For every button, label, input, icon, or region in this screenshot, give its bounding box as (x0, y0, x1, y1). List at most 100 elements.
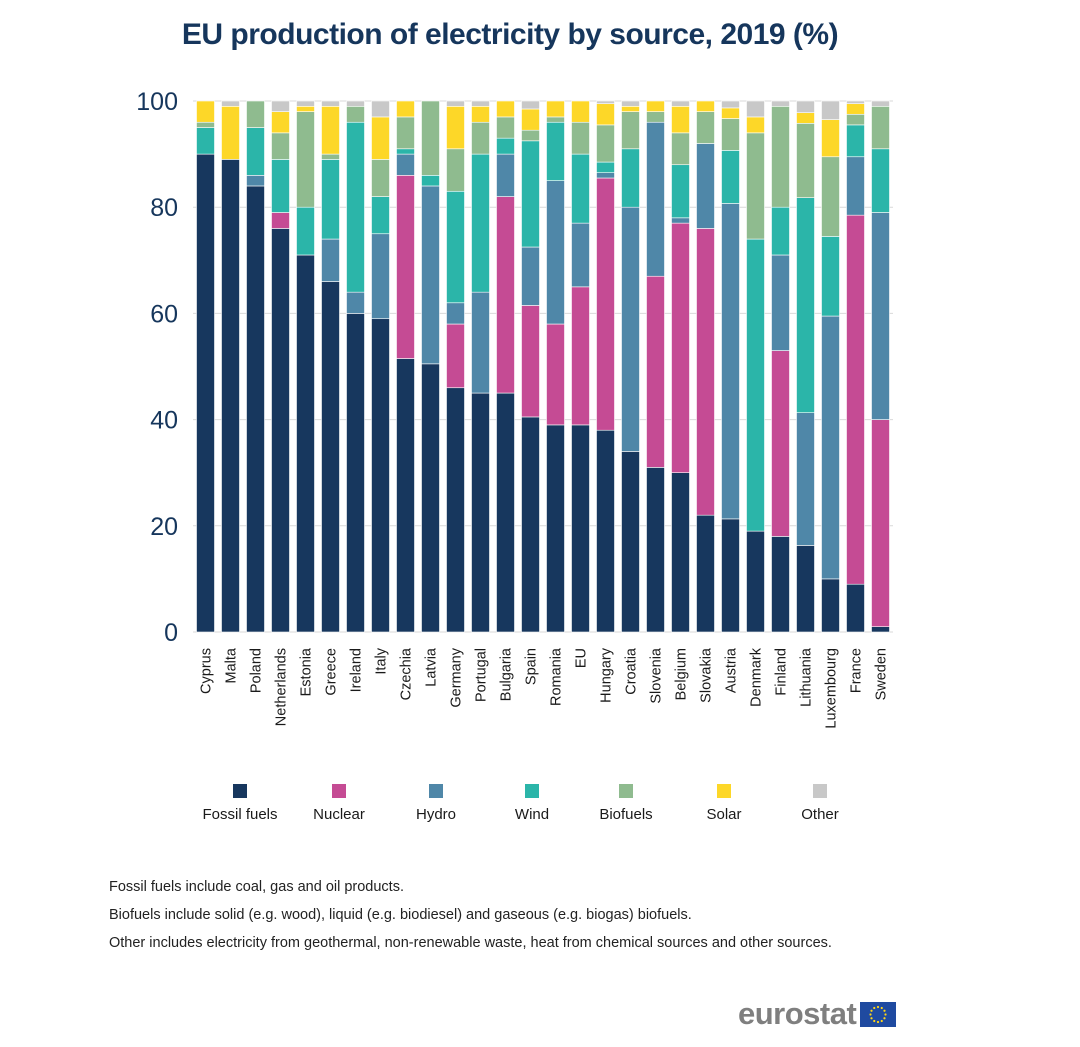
legend-label: Hydro (416, 806, 456, 823)
bar-segment (671, 164, 690, 219)
bar-segment (371, 233, 390, 320)
bar-segment (821, 315, 840, 580)
bar-segment (346, 106, 365, 123)
bar-segment (546, 116, 565, 123)
bar-segment (296, 100, 315, 107)
x-tick-label: Poland (249, 648, 265, 693)
bar-segment (196, 153, 215, 633)
bar-segment (771, 536, 790, 633)
bar-segment (796, 123, 815, 198)
bar-segment (621, 451, 640, 633)
legend-swatch (429, 784, 443, 798)
bar-segment (521, 140, 540, 248)
x-tick-label: Italy (374, 647, 390, 674)
bar-segment (271, 228, 290, 633)
bar-segment (821, 578, 840, 633)
bar-segment (646, 121, 665, 277)
bar-segment (246, 127, 265, 176)
bar-segment (721, 203, 740, 520)
bar-segment (846, 156, 865, 216)
bar-segment (871, 100, 890, 107)
bar-segment (496, 196, 515, 394)
flag-star (873, 1006, 876, 1009)
legend: Fossil fuels Nuclear Hydro Wind Biofuels Sola… (202, 784, 839, 823)
bar-segment (496, 153, 515, 197)
flag-star (869, 1012, 872, 1016)
bar-segment (596, 177, 615, 431)
bar-segment (421, 363, 440, 633)
bar-segment (846, 103, 865, 115)
y-tick-label: 80 (150, 194, 178, 222)
x-tick-label: Portugal (474, 648, 490, 702)
bar-segment (596, 429, 615, 633)
bar-segment (846, 124, 865, 158)
bar-segment (371, 318, 390, 633)
bar-segment (846, 113, 865, 126)
flag-star (870, 1016, 873, 1019)
flag-star (870, 1009, 873, 1012)
bar-segment (721, 150, 740, 204)
bar-segment (321, 106, 340, 155)
bar-segment (221, 100, 240, 107)
bar-segment (671, 100, 690, 107)
bar-segment (596, 172, 615, 179)
bar-segment (696, 228, 715, 516)
footnote-biofuels: Biofuels include solid (e.g. wood), liqu… (109, 907, 692, 923)
bar-segment (496, 100, 515, 118)
bar-segment (771, 254, 790, 351)
footnote-other: Other includes electricity from geotherm… (109, 935, 832, 951)
bar-segment (346, 291, 365, 314)
x-tick-label: Greece (324, 648, 340, 696)
bar-segment (721, 100, 740, 109)
legend-label: Wind (515, 806, 549, 823)
x-tick-label: EU (574, 648, 590, 668)
legend-swatch (332, 784, 346, 798)
chart-title: EU production of electricity by source, … (181, 18, 839, 51)
bar-segment (521, 108, 540, 131)
bar-segment (546, 323, 565, 426)
bar-segment (571, 424, 590, 633)
bar-segment (471, 392, 490, 633)
eu-flag-icon (860, 1001, 897, 1027)
bar-segment (621, 111, 640, 150)
bar-segment (671, 472, 690, 633)
y-tick-label: 0 (164, 619, 178, 647)
bar-segment (346, 121, 365, 293)
bar-segment (271, 111, 290, 134)
y-tick-label: 20 (150, 513, 178, 541)
eurostat-logo: eurostat (738, 994, 897, 1034)
footnote-fossil-fuels: Fossil fuels include coal, gas and oil p… (109, 879, 404, 895)
bar-segment (246, 175, 265, 187)
x-tick-label: Spain (524, 648, 540, 685)
bar-segment (346, 100, 365, 107)
bar-segment (271, 212, 290, 229)
bar-segment (646, 100, 665, 112)
bar-segment (796, 545, 815, 633)
bar-segment (496, 137, 515, 155)
x-tick-label: Netherlands (274, 648, 290, 726)
x-tick-label: Croatia (624, 647, 640, 695)
legend-swatch (717, 784, 731, 798)
x-tick-label: Czechia (399, 647, 415, 700)
bar-segment (371, 116, 390, 160)
bar-segment (746, 132, 765, 240)
bar-segment (546, 100, 565, 118)
bar-segment (371, 100, 390, 118)
bar-segment (871, 106, 890, 150)
bar-segment (671, 106, 690, 134)
bar-segment (596, 124, 615, 163)
y-tick-label: 40 (150, 407, 178, 435)
bar-segment (546, 121, 565, 181)
bar-segment (721, 518, 740, 633)
bar-segment (396, 153, 415, 176)
bar-segment (446, 190, 465, 304)
bar-segment (246, 185, 265, 633)
logo-text: eurostat (738, 996, 857, 1031)
bar-segment (546, 424, 565, 633)
x-tick-label: Luxembourg (824, 648, 840, 729)
bar-segment (621, 206, 640, 452)
legend-label: Other (801, 806, 839, 823)
bar-segment (246, 100, 265, 128)
x-tick-label: France (849, 648, 865, 693)
flag-star (880, 1019, 884, 1022)
